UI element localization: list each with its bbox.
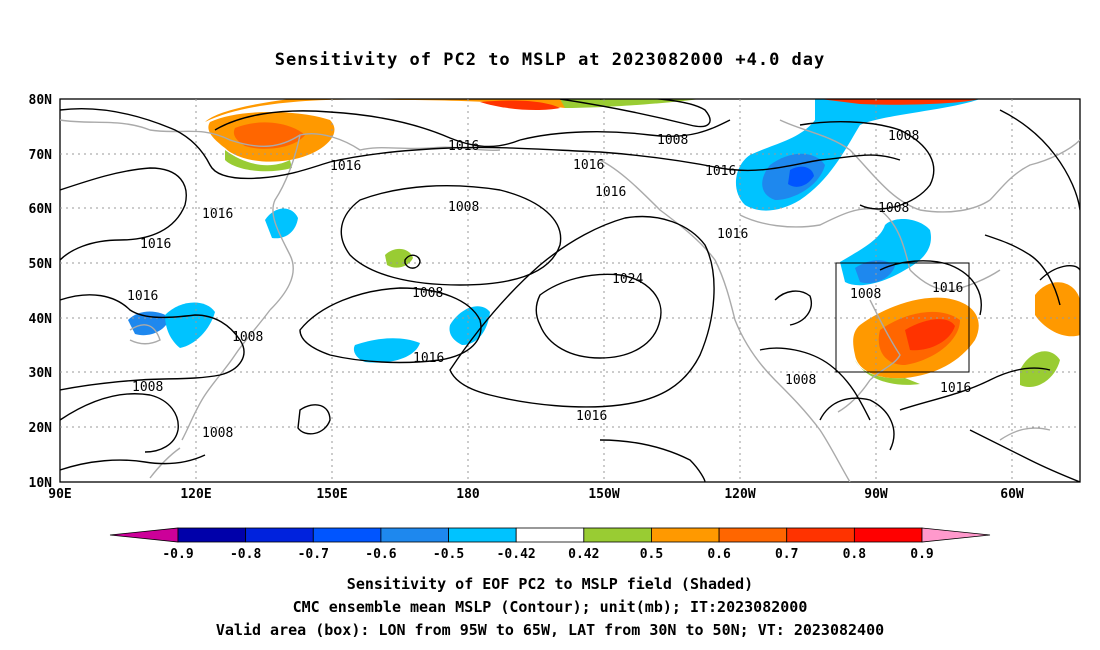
shade-positive-atlantic	[1035, 282, 1080, 337]
lon-label: 180	[456, 487, 480, 502]
map-frame	[59, 98, 1081, 483]
lat-label: 40N	[29, 312, 53, 327]
contour-label: 1016	[705, 164, 736, 179]
contour-label: 1016	[932, 281, 963, 296]
lon-label: 90E	[48, 487, 71, 502]
colorbar-arrow-low	[109, 527, 179, 543]
colorbar-label: -0.5	[433, 547, 464, 562]
contour-label: 1016	[576, 409, 607, 424]
graticule	[60, 99, 1080, 482]
shade-positive-arctic-green	[560, 99, 700, 108]
colorbar-swatch	[718, 527, 788, 543]
shade-positive-arctic-core	[480, 100, 560, 110]
lat-label: 60N	[29, 202, 53, 217]
sensitivity-shading	[128, 99, 1080, 388]
colorbar-swatch	[245, 527, 314, 543]
map-title: Sensitivity of PC2 to MSLP at 2023082000…	[274, 50, 826, 70]
caption-line-3: Valid area (box): LON from 95W to 65W, L…	[215, 621, 885, 639]
shade-negative-central-pac	[449, 306, 490, 345]
shade-negative-baffin-deep	[788, 166, 814, 187]
contour-label: 1016	[448, 139, 479, 154]
colorbar-swatch	[583, 527, 652, 543]
colorbar-arrow-high	[921, 527, 991, 543]
colorbar-label: 0.6	[707, 547, 731, 562]
contour-labels: 1008 1016 1016 1016 1016 1016 1008 1016 …	[127, 129, 971, 441]
colorbar-swatch	[448, 527, 517, 543]
contour-label: 1008	[132, 380, 163, 395]
lon-label: 60W	[1000, 487, 1024, 502]
colorbar-label: 0.9	[910, 547, 933, 562]
shade-negative-date-line	[353, 338, 420, 363]
colorbar-label: -0.9	[162, 547, 193, 562]
contour-label: 1016	[140, 237, 171, 252]
contour-label: 1008	[412, 286, 443, 301]
colorbar-swatch	[515, 527, 585, 543]
shade-negative-okhotsk	[265, 208, 298, 239]
contour-label: 1016	[717, 227, 748, 242]
lat-label: 50N	[29, 257, 53, 272]
latitude-labels: 80N 70N 60N 50N 40N 30N 20N 10N	[29, 93, 53, 491]
colorbar-label: 0.8	[843, 547, 867, 562]
contour-label: 1008	[202, 426, 233, 441]
lon-label: 150W	[588, 487, 619, 502]
shade-negative-hudson-core	[855, 260, 895, 284]
lon-label: 120E	[180, 487, 211, 502]
contour-label: 1024	[612, 272, 643, 287]
colorbar-swatch	[312, 527, 382, 543]
contour-label: 1008	[785, 373, 816, 388]
shade-negative-china	[165, 302, 215, 348]
contour-label: 1008	[232, 330, 263, 345]
shade-positive-bering	[385, 248, 413, 268]
contour-label: 1008	[850, 287, 881, 302]
caption-line-2: CMC ensemble mean MSLP (Contour); unit(m…	[292, 598, 808, 616]
lat-label: 30N	[29, 366, 53, 381]
lat-label: 10N	[29, 476, 53, 491]
contour-label: 1016	[595, 185, 626, 200]
colorbar-swatch	[651, 527, 720, 543]
caption-line-1: Sensitivity of EOF PC2 to MSLP field (Sh…	[346, 575, 754, 593]
colorbar: -0.9 -0.8 -0.7 -0.6 -0.5 -0.42 0.42 0.5 0.6 0.7 0.…	[109, 527, 991, 562]
contour-label: 1016	[940, 381, 971, 396]
colorbar-label: -0.6	[365, 547, 396, 562]
coastlines	[60, 119, 1080, 482]
contour-label: 1016	[202, 207, 233, 222]
lat-label: 20N	[29, 421, 53, 436]
colorbar-label: 0.5	[640, 547, 663, 562]
contour-label: 1008	[657, 133, 688, 148]
shade-positive-eastus-deep	[905, 319, 955, 351]
lon-label: 150E	[316, 487, 347, 502]
colorbar-swatch	[177, 527, 247, 543]
contour-label: 1008	[878, 201, 909, 216]
colorbar-label: -0.7	[298, 547, 329, 562]
lat-label: 80N	[29, 93, 53, 108]
lat-label: 70N	[29, 148, 53, 163]
shade-negative-korea	[128, 311, 170, 336]
lon-label: 90W	[864, 487, 888, 502]
shade-positive-atlantic-rim	[1020, 351, 1060, 388]
colorbar-label: -0.42	[497, 547, 536, 562]
colorbar-swatch	[786, 527, 855, 543]
shade-positive-siberia-rim	[225, 150, 292, 172]
contour-label: 1008	[888, 129, 919, 144]
colorbar-swatch	[853, 527, 923, 543]
contour-label: 1016	[330, 159, 361, 174]
colorbar-label: 0.7	[775, 547, 798, 562]
valid-area-box	[835, 262, 970, 373]
contour-label: 1008	[448, 200, 479, 215]
lon-label: 120W	[724, 487, 755, 502]
contour-label: 1016	[127, 289, 158, 304]
colorbar-label: -0.8	[230, 547, 261, 562]
contour-label: 1016	[413, 351, 444, 366]
longitude-labels: 90E 120E 150E 180 150W 120W 90W 60W	[48, 487, 1024, 502]
shade-positive-eastus-rim	[855, 360, 920, 385]
shade-positive-arctic	[205, 99, 580, 122]
mslp-contours	[60, 99, 1080, 482]
contour-label: 1016	[573, 158, 604, 173]
shade-positive-arctic-east	[820, 99, 980, 105]
colorbar-swatch	[380, 527, 449, 543]
colorbar-label: 0.42	[568, 547, 599, 562]
